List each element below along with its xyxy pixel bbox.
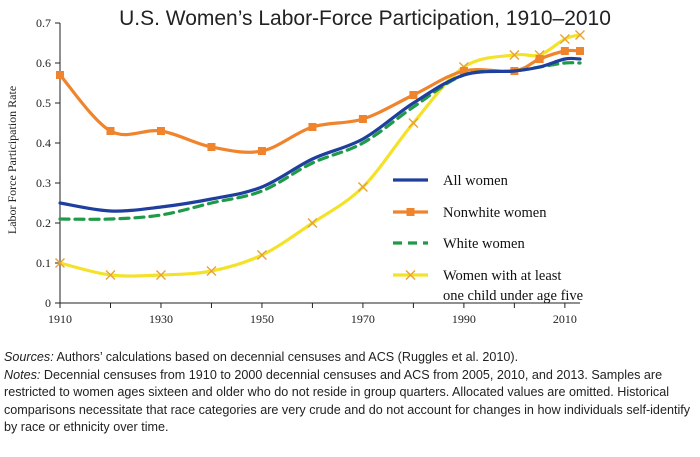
- data-point-nonwhite: [106, 127, 115, 135]
- notes-note: Notes: Decennial censuses from 1910 to 2…: [4, 367, 696, 437]
- data-point-mothers: [575, 30, 585, 40]
- data-point-nonwhite: [560, 47, 569, 55]
- x-marker-stroke: [559, 34, 570, 44]
- sources-label: Sources:: [4, 350, 54, 364]
- y-tick-label: 0.7: [36, 16, 51, 30]
- legend-marker-nonwhite: [406, 208, 415, 216]
- x-tick-label: 1950: [250, 312, 274, 326]
- x-marker-stroke: [206, 266, 217, 276]
- data-point-mothers: [559, 34, 570, 44]
- data-point-nonwhite: [409, 91, 418, 99]
- data-point-nonwhite: [459, 67, 468, 75]
- data-point-nonwhite: [207, 143, 216, 151]
- notes-label: Notes:: [4, 367, 41, 382]
- y-tick-label: 0.2: [36, 216, 51, 230]
- y-tick-label: 0.6: [36, 56, 51, 70]
- series-layer: [55, 30, 585, 280]
- x-marker-stroke: [509, 50, 520, 60]
- data-point-mothers: [307, 218, 318, 228]
- x-marker-stroke: [55, 258, 65, 268]
- data-point-nonwhite: [56, 71, 64, 79]
- data-point-mothers: [256, 250, 267, 260]
- axes: 0 0.1 0.2 0.3 0.4 0.5 0.6 0.7 1910 1930 1950 1970 19…: [36, 16, 580, 326]
- y-tick-label: 0: [45, 296, 51, 310]
- x-marker-stroke: [105, 270, 116, 280]
- series-all: [58, 56, 582, 213]
- x-tick-label: 1970: [351, 312, 375, 326]
- data-point-nonwhite: [257, 147, 266, 155]
- x-tick-label: 1910: [48, 312, 72, 326]
- data-point-mothers: [357, 182, 368, 192]
- data-point-mothers: [509, 50, 520, 60]
- data-point-mothers: [55, 258, 65, 268]
- legend-item-all: All women: [393, 173, 509, 189]
- y-tick-label: 0.1: [36, 256, 51, 270]
- data-point-nonwhite: [576, 47, 584, 55]
- x-marker-stroke: [575, 30, 585, 40]
- series-line-all: [58, 56, 582, 213]
- x-marker-stroke: [357, 182, 368, 192]
- data-point-mothers: [105, 270, 116, 280]
- data-point-mothers: [155, 270, 166, 280]
- series-line-white: [58, 61, 582, 221]
- x-marker-stroke: [256, 250, 267, 260]
- legend-item-mothers: Women with at least one child under age f…: [393, 268, 583, 304]
- y-tick-label: 0.4: [36, 136, 51, 150]
- series-white: [58, 61, 582, 221]
- chart-title: U.S. Women’s Labor-Force Participation, …: [119, 7, 611, 30]
- legend-item-nonwhite: Nonwhite women: [393, 205, 547, 221]
- data-point-mothers: [206, 266, 217, 276]
- x-marker-stroke: [405, 270, 416, 280]
- y-tick-label: 0.3: [36, 176, 51, 190]
- series-nonwhite: [56, 47, 584, 155]
- x-tick-label: 1990: [452, 312, 476, 326]
- notes-text: Decennial censuses from 1910 to 2000 dec…: [4, 367, 691, 435]
- data-point-nonwhite: [358, 115, 367, 123]
- data-point-mothers: [408, 118, 419, 128]
- data-point-nonwhite: [156, 127, 165, 135]
- legend-item-white: White women: [393, 236, 525, 252]
- line-chart: U.S. Women’s Labor-Force Participation, …: [5, 7, 611, 326]
- legend-label-line: one child under age five: [443, 288, 583, 304]
- legend-label: All women: [443, 173, 509, 189]
- legend-marker-mothers: [405, 270, 416, 280]
- x-tick-label: 2010: [553, 312, 577, 326]
- x-tick-label: 1930: [149, 312, 173, 326]
- series-line-nonwhite: [58, 48, 582, 154]
- data-point-nonwhite: [308, 123, 317, 131]
- figure-notes: Sources: Authors’ calculations based on …: [4, 349, 696, 437]
- x-marker-stroke: [155, 270, 166, 280]
- x-marker-stroke: [408, 118, 419, 128]
- sources-note: Sources: Authors’ calculations based on …: [4, 349, 696, 367]
- y-tick-label: 0.5: [36, 96, 51, 110]
- y-axis-label: Labor Force Participation Rate: [5, 86, 19, 234]
- legend-label-line: Women with at least: [443, 268, 561, 284]
- sources-text: Authors’ calculations based on decennial…: [53, 350, 519, 364]
- x-marker-stroke: [307, 218, 318, 228]
- legend-label: Nonwhite women: [443, 205, 547, 221]
- legend: All women Nonwhite women White women Women …: [393, 173, 583, 304]
- legend-label: White women: [443, 236, 525, 252]
- data-point-nonwhite: [535, 55, 544, 63]
